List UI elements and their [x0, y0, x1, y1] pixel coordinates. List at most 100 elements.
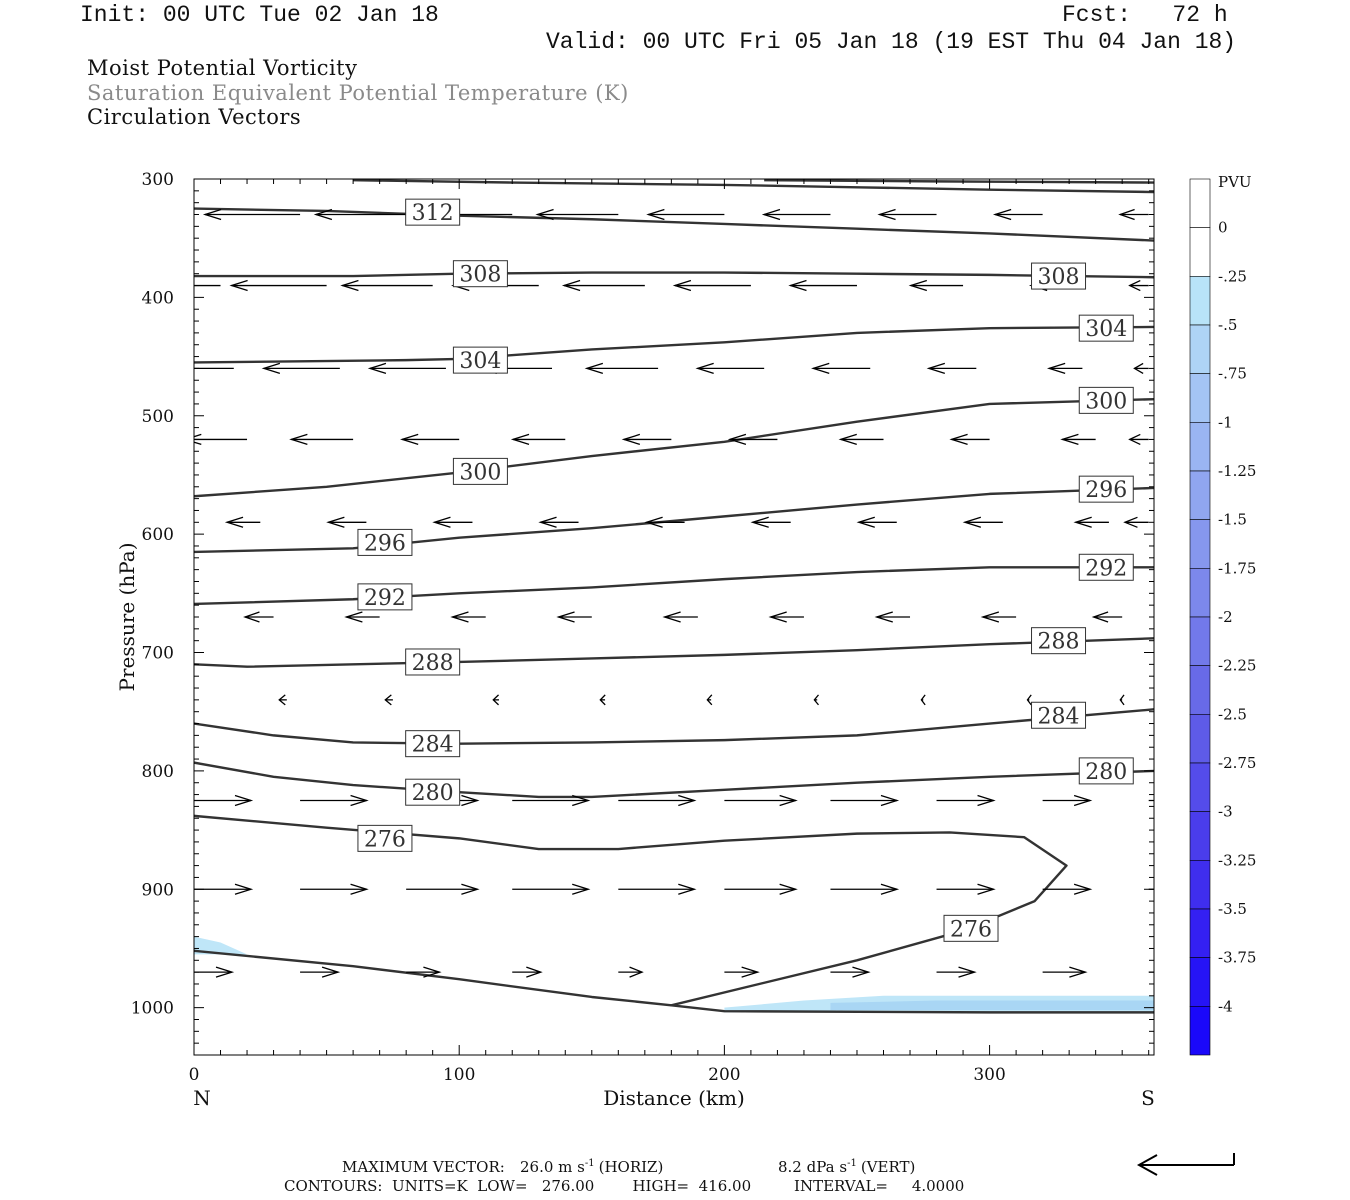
colorbar-label: -.5 [1218, 316, 1237, 334]
contour-line-288 [194, 637, 1154, 668]
contour-label: 292 [1078, 553, 1134, 581]
reference-vector-icon [1136, 1153, 1235, 1176]
svg-text:296: 296 [1085, 478, 1127, 503]
wind-vector [1060, 433, 1096, 446]
wind-vector [367, 362, 446, 375]
y-tick-label: 400 [142, 288, 174, 308]
x-tick-label: 0 [189, 1065, 200, 1085]
wind-vector [194, 284, 221, 287]
wind-vector [618, 794, 697, 807]
colorbar-label: -1.5 [1218, 511, 1247, 529]
forecast-hour: Fcst: 72 h [1062, 2, 1228, 28]
contour-label: 280 [1078, 757, 1134, 785]
wind-vector [384, 694, 393, 706]
contour-label: 292 [357, 583, 413, 611]
svg-text:288: 288 [412, 651, 454, 676]
wind-vector [202, 208, 301, 221]
pv-shading-0 [194, 936, 248, 955]
colorbar-label: -.25 [1218, 267, 1247, 285]
colorbar-swatch [1189, 276, 1211, 326]
svg-text:292: 292 [364, 586, 406, 611]
wind-vector [289, 433, 354, 446]
wind-vector [830, 794, 900, 807]
wind-vector [400, 433, 460, 446]
wind-vector [621, 433, 672, 446]
colorbar-swatch [1189, 519, 1211, 569]
wind-vector [512, 883, 591, 895]
svg-text:308: 308 [459, 263, 501, 288]
colorbar-label: -3 [1218, 803, 1233, 821]
wind-vector [811, 362, 871, 375]
y-tick-label: 300 [142, 170, 174, 190]
colorbar-label: -3.5 [1218, 900, 1247, 918]
wind-vector [1118, 208, 1149, 221]
svg-text:304: 304 [1085, 317, 1127, 342]
wind-vector [1073, 516, 1109, 528]
colorbar-swatch [1189, 616, 1211, 666]
svg-text:312: 312 [412, 201, 454, 226]
contour-label: 312 [405, 198, 461, 226]
svg-text:308: 308 [1038, 265, 1080, 290]
colorbar-label: -1.25 [1218, 462, 1256, 480]
colorbar-label: -2 [1218, 608, 1233, 626]
colorbar-swatch [1189, 811, 1211, 861]
wind-vector [1042, 794, 1093, 807]
y-tick-label: 800 [142, 762, 174, 782]
x-end-label-north: N [193, 1086, 211, 1110]
wind-vector [644, 516, 685, 528]
wind-vector [618, 966, 644, 978]
colorbar-label: -2.25 [1218, 657, 1256, 675]
wind-vector [99, 210, 194, 220]
wind-vector [300, 883, 369, 895]
wind-vector [313, 208, 407, 221]
wind-vector [1148, 971, 1154, 973]
colorbar-swatch [1189, 762, 1211, 812]
contour-label: 288 [405, 648, 461, 676]
colorbar-label: -2.5 [1218, 705, 1247, 723]
title-mpv: Moist Potential Vorticity [87, 56, 358, 80]
wind-vector [1042, 966, 1088, 978]
wind-vector [1123, 516, 1149, 528]
wind-vector [936, 966, 977, 978]
contour-label: 308 [1031, 262, 1087, 290]
colorbar-swatch [1189, 1006, 1211, 1056]
contour-label: 296 [357, 528, 413, 556]
colorbar-title: PVU [1218, 173, 1252, 191]
contour-label: 280 [405, 778, 461, 806]
y-tick-label: 900 [142, 880, 174, 900]
svg-text:276: 276 [950, 917, 992, 942]
colorbar-label: -1.75 [1218, 559, 1256, 577]
contours-info: CONTOURS: UNITS=K LOW= 276.00 HIGH= 416.… [284, 1177, 964, 1195]
wind-vector [1128, 279, 1149, 292]
wind-vector [512, 966, 543, 978]
x-tick-label: 100 [443, 1065, 475, 1085]
colorbar-swatch [1189, 227, 1211, 277]
wind-vector [646, 208, 725, 221]
svg-text:284: 284 [1038, 704, 1080, 729]
contour-line-304 [194, 325, 1154, 364]
wind-vector [599, 694, 606, 706]
y-tick-label: 700 [142, 644, 174, 664]
colorbar-label: -3.25 [1218, 851, 1256, 869]
colorbar-swatch [1189, 568, 1211, 618]
wind-vector [724, 966, 760, 978]
x-end-label-south: S [1141, 1086, 1155, 1110]
wind-vector [768, 611, 804, 623]
wind-vector [1046, 362, 1083, 375]
wind-vector [224, 516, 261, 528]
wind-vector [300, 794, 369, 807]
svg-text:292: 292 [1085, 556, 1127, 581]
colorbar-swatch [1189, 860, 1211, 910]
wind-vector [340, 279, 433, 292]
contour-label: 308 [452, 260, 508, 288]
x-tick-label: 200 [708, 1065, 740, 1085]
wind-vector [194, 966, 235, 978]
wind-vector [830, 966, 871, 978]
title-theta-es: Saturation Equivalent Potential Temperat… [87, 81, 629, 105]
wind-vector [229, 279, 327, 292]
svg-text:284: 284 [412, 733, 454, 758]
wind-vector [838, 433, 884, 446]
svg-text:300: 300 [459, 460, 501, 485]
svg-text:280: 280 [412, 781, 454, 806]
